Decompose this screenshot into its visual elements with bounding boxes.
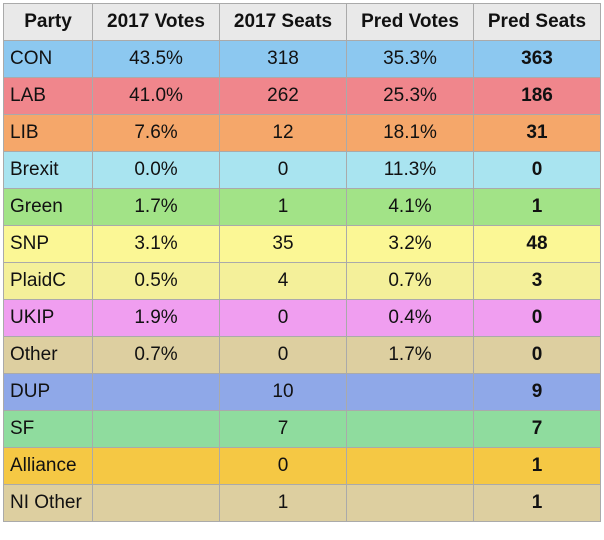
pred-votes-cell: 3.2% — [346, 225, 474, 263]
seats-2017-cell: 0 — [219, 447, 347, 485]
party-cell: CON — [3, 40, 93, 78]
header-2017-votes: 2017 Votes — [92, 3, 220, 41]
table-row: UKIP 1.9% 0 0.4% 0 — [3, 299, 601, 337]
table-row: SNP 3.1% 35 3.2% 48 — [3, 225, 601, 263]
table-row: SF 7 7 — [3, 410, 601, 448]
header-party: Party — [3, 3, 93, 41]
party-cell: NI Other — [3, 484, 93, 522]
pred-seats-cell: 0 — [473, 336, 601, 374]
pred-votes-cell — [346, 373, 474, 411]
table-row: DUP 10 9 — [3, 373, 601, 411]
party-cell: DUP — [3, 373, 93, 411]
pred-votes-cell: 18.1% — [346, 114, 474, 152]
pred-seats-cell: 186 — [473, 77, 601, 115]
votes-2017-cell — [92, 410, 220, 448]
party-cell: LIB — [3, 114, 93, 152]
table-row: CON 43.5% 318 35.3% 363 — [3, 40, 601, 78]
pred-votes-cell: 0.7% — [346, 262, 474, 300]
header-pred-seats: Pred Seats — [473, 3, 601, 41]
party-cell: UKIP — [3, 299, 93, 337]
pred-votes-cell — [346, 484, 474, 522]
party-cell: SNP — [3, 225, 93, 263]
pred-seats-cell: 0 — [473, 151, 601, 189]
table-body: CON 43.5% 318 35.3% 363 LAB 41.0% 262 25.3% 186 LI… — [3, 40, 601, 522]
seats-2017-cell: 35 — [219, 225, 347, 263]
party-cell: LAB — [3, 77, 93, 115]
pred-seats-cell: 31 — [473, 114, 601, 152]
seats-2017-cell: 0 — [219, 151, 347, 189]
table-row: NI Other 1 1 — [3, 484, 601, 522]
table-row: Green 1.7% 1 4.1% 1 — [3, 188, 601, 226]
pred-seats-cell: 1 — [473, 447, 601, 485]
table-row: Brexit 0.0% 0 11.3% 0 — [3, 151, 601, 189]
pred-votes-cell: 1.7% — [346, 336, 474, 374]
table-row: LAB 41.0% 262 25.3% 186 — [3, 77, 601, 115]
seats-2017-cell: 0 — [219, 299, 347, 337]
votes-2017-cell: 43.5% — [92, 40, 220, 78]
pred-seats-cell: 0 — [473, 299, 601, 337]
pred-seats-cell: 7 — [473, 410, 601, 448]
table-row: Alliance 0 1 — [3, 447, 601, 485]
votes-2017-cell: 41.0% — [92, 77, 220, 115]
votes-2017-cell: 1.7% — [92, 188, 220, 226]
seats-2017-cell: 4 — [219, 262, 347, 300]
votes-2017-cell: 1.9% — [92, 299, 220, 337]
pred-seats-cell: 48 — [473, 225, 601, 263]
pred-votes-cell: 0.4% — [346, 299, 474, 337]
party-cell: Other — [3, 336, 93, 374]
votes-2017-cell — [92, 373, 220, 411]
table-row: Other 0.7% 0 1.7% 0 — [3, 336, 601, 374]
party-cell: SF — [3, 410, 93, 448]
pred-votes-cell — [346, 447, 474, 485]
seat-prediction-table: Party 2017 Votes 2017 Seats Pred Votes P… — [3, 3, 601, 522]
pred-seats-cell: 3 — [473, 262, 601, 300]
seats-2017-cell: 318 — [219, 40, 347, 78]
party-cell: Green — [3, 188, 93, 226]
pred-seats-cell: 1 — [473, 188, 601, 226]
votes-2017-cell: 0.0% — [92, 151, 220, 189]
pred-votes-cell: 25.3% — [346, 77, 474, 115]
pred-votes-cell: 35.3% — [346, 40, 474, 78]
table-row: PlaidC 0.5% 4 0.7% 3 — [3, 262, 601, 300]
pred-votes-cell — [346, 410, 474, 448]
header-pred-votes: Pred Votes — [346, 3, 474, 41]
seats-2017-cell: 10 — [219, 373, 347, 411]
pred-seats-cell: 9 — [473, 373, 601, 411]
votes-2017-cell: 0.7% — [92, 336, 220, 374]
party-cell: Brexit — [3, 151, 93, 189]
seats-2017-cell: 12 — [219, 114, 347, 152]
seats-2017-cell: 1 — [219, 484, 347, 522]
votes-2017-cell — [92, 447, 220, 485]
party-cell: Alliance — [3, 447, 93, 485]
party-cell: PlaidC — [3, 262, 93, 300]
seats-2017-cell: 262 — [219, 77, 347, 115]
header-2017-seats: 2017 Seats — [219, 3, 347, 41]
pred-votes-cell: 11.3% — [346, 151, 474, 189]
pred-seats-cell: 1 — [473, 484, 601, 522]
votes-2017-cell: 7.6% — [92, 114, 220, 152]
votes-2017-cell — [92, 484, 220, 522]
votes-2017-cell: 0.5% — [92, 262, 220, 300]
seats-2017-cell: 7 — [219, 410, 347, 448]
pred-votes-cell: 4.1% — [346, 188, 474, 226]
seats-2017-cell: 0 — [219, 336, 347, 374]
header-row: Party 2017 Votes 2017 Seats Pred Votes P… — [3, 3, 601, 41]
seats-2017-cell: 1 — [219, 188, 347, 226]
table-row: LIB 7.6% 12 18.1% 31 — [3, 114, 601, 152]
pred-seats-cell: 363 — [473, 40, 601, 78]
votes-2017-cell: 3.1% — [92, 225, 220, 263]
